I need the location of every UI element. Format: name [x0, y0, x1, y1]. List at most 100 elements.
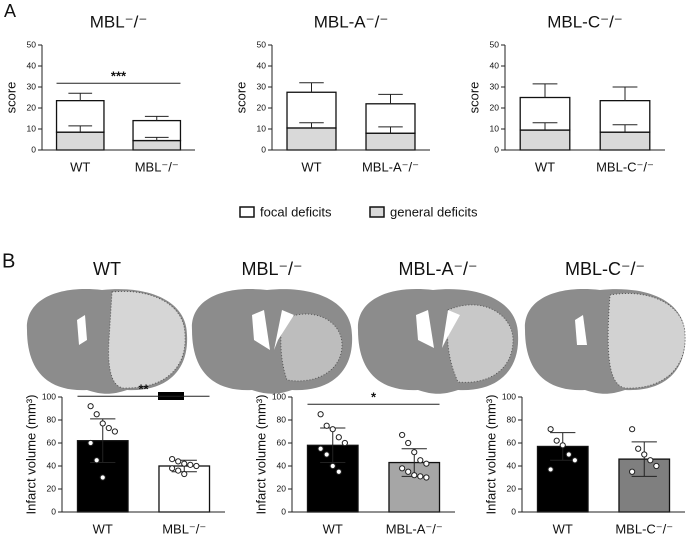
legend-swatch [369, 206, 385, 218]
chart-title: MBL-C⁻/⁻ [547, 12, 623, 31]
data-point [417, 473, 424, 480]
data-point [423, 474, 430, 481]
x-tick-label: WT [301, 159, 321, 174]
significance-label: *** [111, 69, 127, 84]
y-tick-label: 10 [257, 123, 267, 133]
data-point [411, 472, 418, 479]
x-tick-label: MBL⁻/⁻ [135, 159, 179, 174]
legend-label: focal deficits [260, 204, 332, 219]
chart-title: MBL-A⁻/⁻ [314, 12, 389, 31]
y-tick-label: 20 [27, 102, 37, 112]
data-point [335, 468, 342, 475]
x-tick-label: WT [553, 521, 573, 536]
y-tick-label: 0 [494, 144, 499, 154]
data-point [105, 424, 112, 432]
bar-segment [132, 139, 182, 151]
data-point [93, 411, 100, 418]
x-tick-label: WT [70, 159, 90, 174]
data-point [405, 468, 412, 475]
data-point [565, 451, 572, 458]
data-point [641, 451, 648, 458]
panel-label: A [4, 1, 16, 21]
data-point [553, 437, 560, 444]
chart-title: MBL⁻/⁻ [90, 12, 148, 31]
data-point [417, 457, 424, 464]
x-tick-label: MBL⁻/⁻ [162, 521, 206, 536]
y-axis-label: Infarct volume (mm³) [253, 395, 268, 515]
y-tick-label: 40 [277, 460, 287, 470]
x-tick-label: WT [93, 521, 113, 536]
data-point [317, 411, 324, 418]
data-point [317, 445, 324, 452]
y-tick-label: 20 [490, 102, 500, 112]
data-point [635, 445, 642, 452]
data-point [329, 426, 336, 433]
y-tick-label: 100 [272, 391, 286, 401]
y-tick-label: 0 [51, 506, 56, 516]
data-point [87, 439, 94, 447]
data-point [547, 426, 554, 433]
data-point [629, 426, 636, 433]
x-tick-label: WT [323, 521, 343, 536]
brain-sections [26, 289, 686, 400]
y-axis-label: score [233, 82, 248, 114]
image-title: MBL⁻/⁻ [241, 259, 302, 279]
data-point [411, 449, 418, 456]
data-point [647, 457, 654, 464]
y-tick-label: 50 [27, 39, 37, 49]
bar-segment [599, 131, 651, 151]
bar-segment [365, 132, 416, 151]
brain-image [524, 289, 686, 394]
y-axis-label: Infarct volume (mm³) [23, 395, 38, 515]
panel-label: B [2, 250, 15, 272]
data-point [399, 465, 406, 472]
data-point [323, 451, 330, 458]
y-tick-label: 50 [490, 39, 500, 49]
data-point [175, 458, 182, 465]
data-point [405, 439, 412, 447]
y-tick-label: 40 [257, 60, 267, 70]
y-tick-label: 20 [257, 102, 267, 112]
x-tick-label: MBL-C⁻/⁻ [596, 159, 654, 174]
y-tick-label: 80 [277, 414, 287, 424]
significance-label: ** [138, 382, 149, 397]
significance-label: * [371, 390, 377, 405]
x-tick-label: MBL-A⁻/⁻ [386, 521, 443, 536]
y-tick-label: 10 [27, 123, 37, 133]
y-tick-label: 60 [277, 437, 287, 447]
y-tick-label: 0 [511, 506, 516, 516]
brain-image [357, 289, 519, 394]
y-tick-label: 30 [257, 81, 267, 91]
y-axis-label: score [3, 82, 18, 114]
y-tick-label: 40 [27, 60, 37, 70]
data-point [559, 442, 566, 449]
brain-image [191, 289, 353, 394]
legend-label: general deficits [390, 204, 478, 219]
y-tick-label: 0 [261, 144, 266, 154]
y-tick-label: 80 [507, 414, 517, 424]
y-tick-label: 0 [31, 144, 36, 154]
data-point [111, 428, 118, 435]
y-tick-label: 40 [507, 460, 517, 470]
data-point [323, 422, 330, 429]
legend-swatch [239, 206, 255, 218]
y-tick-label: 100 [502, 391, 516, 401]
y-tick-label: 10 [490, 123, 500, 133]
data-point [571, 457, 578, 464]
data-point [399, 431, 406, 439]
x-tick-label: MBL-A⁻/⁻ [362, 159, 419, 174]
image-title: MBL-A⁻/⁻ [398, 259, 477, 279]
y-tick-label: 100 [42, 391, 56, 401]
y-tick-label: 40 [47, 460, 57, 470]
data-point [193, 462, 200, 470]
y-tick-label: 30 [490, 81, 500, 91]
x-tick-label: MBL-C⁻/⁻ [615, 521, 673, 536]
y-tick-label: 30 [27, 81, 37, 91]
data-point [335, 434, 342, 441]
y-tick-label: 40 [490, 60, 500, 70]
y-tick-label: 0 [281, 506, 286, 516]
data-point [341, 439, 348, 447]
data-point [629, 468, 636, 475]
data-point [187, 461, 194, 468]
